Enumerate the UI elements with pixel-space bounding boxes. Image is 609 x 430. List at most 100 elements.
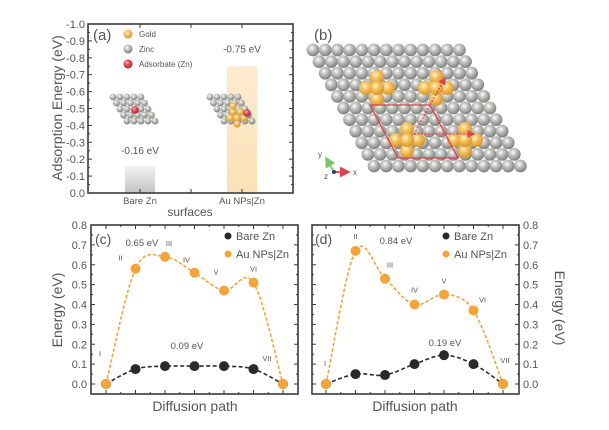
gold-cluster-2 [418,70,454,106]
zinc-atom [428,43,442,57]
gold-atom [389,133,403,147]
zinc-atom [367,43,381,57]
zinc-atom [453,43,466,57]
gold-atom [458,144,472,158]
gold-nanoparticles [359,70,483,158]
legend-bare-zn-marker-icon [442,232,450,240]
zinc-atom [137,93,145,101]
y-tick-label: 0.2 [72,339,87,351]
point-label: VII [500,356,509,365]
y-tick-label: 0.0 [70,188,85,200]
legend-gold-icon [123,29,133,39]
gold-cluster-1 [359,70,395,106]
point-au-nps-zn [350,245,361,256]
point-au-nps-zn [101,379,111,389]
zinc-atom [141,99,148,107]
zinc-atom [224,99,231,107]
zinc-atom [373,124,387,138]
zinc-atom [349,101,363,115]
annotation-au-barrier: 0.65 eV [126,238,159,249]
point-label: IV [183,256,190,265]
zinc-atom [355,113,369,126]
panel-d-label: (d) [315,231,332,247]
y-tick-label: -0.2 [66,154,85,166]
zinc-atom [361,148,375,161]
gold-atom [229,102,237,110]
zinc-atom [148,111,155,119]
point-bare-zn [219,361,229,372]
y-tick-label: 0.7 [523,240,538,252]
zinc-atom [385,101,399,115]
zinc-atom [434,124,448,138]
y-tick-label: -1.0 [66,19,85,31]
zinc-atom [453,66,466,80]
zinc-atom [440,159,454,173]
zinc-atom [446,55,460,68]
zinc-atom [220,93,228,101]
zinc-atom [471,101,485,115]
zinc-atom [416,66,430,80]
zinc-atom [355,136,369,150]
y-tick-label: -0.5 [66,104,85,116]
panel-d-ylabel: Energy (eV) [552,271,568,346]
y-tick-label: 0.4 [72,300,87,312]
gold-atom [429,81,443,95]
point-au-nps-zn [409,299,420,310]
zinc-atom [477,90,491,103]
unit-cell-outline [368,104,460,159]
zinc-atom [434,148,448,161]
zinc-atom [324,78,338,92]
gold-atom [359,81,373,95]
zinc-atom [349,55,363,68]
panel-a-ylabel: Adsorption Energy (eV) [49,35,65,181]
legend-zinc-label: Zinc [139,45,154,54]
point-au-nps-zn [468,305,479,316]
z-axis-label: z [324,172,328,181]
y-tick-label: 0.2 [523,339,538,351]
zinc-atom [404,159,417,173]
zinc-atom [514,159,527,173]
panel-d-xlabel: Diffusion path [372,398,457,414]
zinc-atom [471,78,485,92]
adsorbate-atom [243,109,251,117]
legend-adsorbate-label: Adsorbate (Zn) [139,60,193,69]
zinc-atom [113,99,120,107]
zinc-atom [123,105,131,113]
zinc-atom [392,90,405,103]
zinc-atom [331,90,344,103]
zinc-atom [465,90,478,103]
legend-au-nps-zn-marker-icon [224,250,232,258]
bare-zn-cluster [109,93,159,125]
annotation-bare-barrier: 0.09 eV [171,341,204,352]
point-au-nps-zn [219,285,229,296]
zinc-atom [483,101,497,115]
zinc-atom [324,55,338,68]
panel-d-legend: Bare Zn Au NPs|Zn [442,231,507,261]
zinc-atom [501,159,515,173]
zinc-atom [495,124,509,138]
legend-bare-zn-marker-icon [224,232,232,240]
zinc-atom [465,159,478,173]
zinc-atom [220,105,228,113]
bar-label-bare-zn: -0.16 eV [121,146,159,157]
zinc-atom [206,93,214,101]
gold-atom [458,133,472,147]
gold-atom [229,108,237,116]
y-tick-label: 0.1 [72,359,87,371]
zinc-atom [123,93,131,101]
zinc-atom [483,148,497,161]
y-tick-label: -0.8 [66,53,85,65]
y-tick-label: 0.1 [523,359,538,371]
y-tick-label: 0.5 [523,280,538,292]
zinc-atom [422,124,436,138]
point-bare-zn [160,361,170,372]
axis-indicator: x y z [318,150,357,181]
bar-label-au-nps-zn: -0.75 eV [223,44,261,55]
y-tick-label: -0.3 [66,137,85,149]
point-bare-zn [189,361,200,372]
point-label: III [387,261,393,270]
panel-b-label: (b) [314,27,332,44]
gold-atom [233,114,241,122]
